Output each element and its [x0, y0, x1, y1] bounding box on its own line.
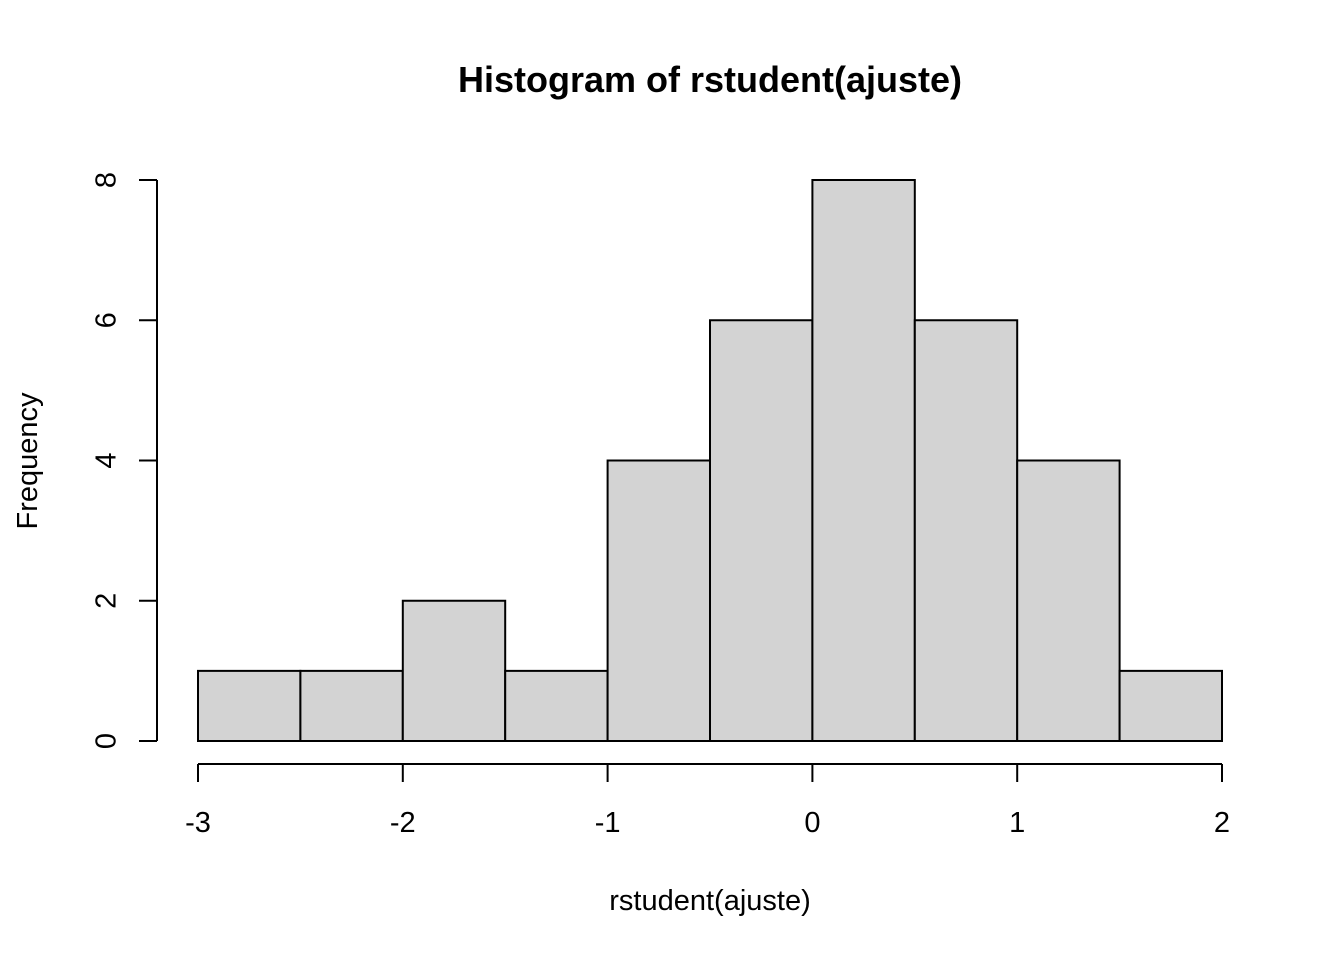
x-tick-label: 1 [1009, 807, 1025, 839]
histogram-bar-2 [299, 669, 404, 742]
y-axis: 0 2 4 6 8 [91, 172, 158, 749]
histogram-bar-7 [811, 179, 916, 742]
x-tick-label: -2 [390, 807, 416, 839]
histogram-bar-6 [709, 319, 814, 742]
chart-title: Histogram of rstudent(ajuste) [458, 59, 962, 100]
y-tick-label: 2 [91, 593, 123, 609]
histogram-bar-8 [913, 319, 1019, 742]
x-tick-label: -1 [595, 807, 621, 839]
x-tick-label: 2 [1214, 807, 1230, 839]
bars-group [197, 179, 1223, 742]
x-tick-label: 0 [804, 807, 820, 839]
x-axis-label: rstudent(ajuste) [609, 885, 811, 917]
histogram-bar-5 [606, 459, 711, 742]
y-tick-label: 0 [91, 733, 123, 749]
x-tick-label: -3 [185, 807, 211, 839]
histogram-bar-10 [1118, 669, 1223, 742]
histogram-bar-9 [1016, 459, 1121, 742]
y-tick-label: 6 [91, 312, 123, 328]
y-axis-label: Frequency [12, 392, 44, 530]
histogram-bar-3 [401, 599, 507, 742]
x-axis: -3 -2 -1 0 1 2 [185, 763, 1230, 839]
y-tick-label: 8 [91, 172, 123, 188]
histogram-bar-1 [197, 669, 302, 742]
histogram-bar-4 [504, 669, 609, 742]
y-tick-label: 4 [91, 452, 123, 468]
